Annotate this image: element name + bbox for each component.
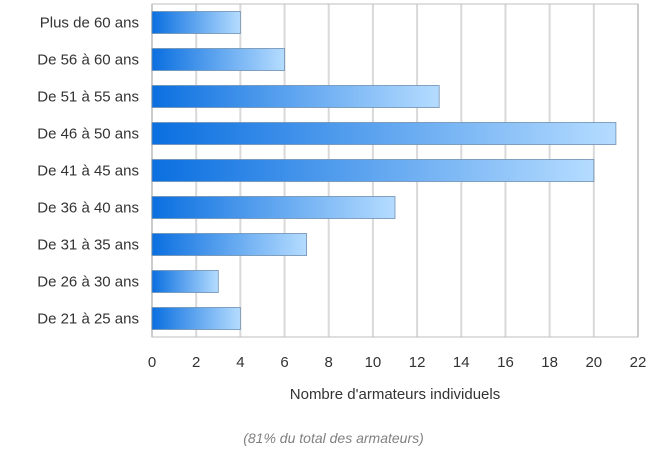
x-tick-label: 22 — [630, 354, 647, 371]
x-tick-label: 0 — [148, 354, 156, 371]
category-label: Plus de 60 ans — [40, 15, 139, 32]
bars — [151, 11, 617, 330]
category-label: De 56 à 60 ans — [37, 52, 139, 69]
x-tick-labels: 0 2 4 6 8 10 12 14 16 18 20 22 — [148, 354, 647, 371]
bar — [151, 233, 308, 256]
bar — [151, 48, 285, 71]
bar — [151, 11, 241, 34]
category-label: De 41 à 45 ans — [37, 163, 139, 180]
bar — [151, 196, 396, 219]
x-tick-label: 10 — [365, 354, 382, 371]
bar — [151, 270, 219, 293]
x-tick-label: 2 — [192, 354, 200, 371]
x-tick-label: 20 — [585, 354, 602, 371]
category-label: De 26 à 30 ans — [37, 274, 139, 291]
bar — [151, 122, 617, 145]
footnote: (81% du total des armateurs) — [243, 430, 424, 446]
bar — [151, 85, 440, 108]
category-labels: Plus de 60 ans De 56 à 60 ans De 51 à 55 a… — [37, 15, 139, 328]
x-tick-label: 14 — [453, 354, 470, 371]
x-tick-label: 8 — [325, 354, 333, 371]
x-axis-title: Nombre d'armateurs individuels — [290, 386, 500, 403]
category-label: De 51 à 55 ans — [37, 89, 139, 106]
category-label: De 46 à 50 ans — [37, 126, 139, 143]
bar — [151, 159, 595, 182]
x-tick-label: 16 — [497, 354, 514, 371]
x-tick-label: 4 — [236, 354, 244, 371]
x-tick-label: 6 — [280, 354, 288, 371]
bar — [151, 307, 241, 330]
x-tick-label: 12 — [409, 354, 426, 371]
category-label: De 36 à 40 ans — [37, 200, 139, 217]
x-tick-label: 18 — [541, 354, 558, 371]
category-label: De 21 à 25 ans — [37, 311, 139, 328]
category-label: De 31 à 35 ans — [37, 237, 139, 254]
